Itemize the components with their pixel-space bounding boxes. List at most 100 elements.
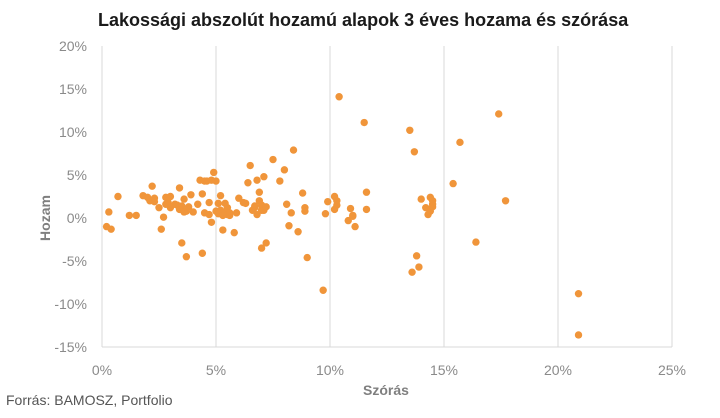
y-tick-label-2: -5% bbox=[62, 253, 87, 269]
data-point-85 bbox=[287, 209, 295, 217]
data-point-68 bbox=[251, 202, 259, 210]
data-point-70 bbox=[253, 176, 261, 184]
data-point-65 bbox=[246, 161, 254, 170]
data-point-80 bbox=[269, 155, 277, 164]
data-point-29 bbox=[182, 253, 191, 261]
data-point-24 bbox=[178, 239, 186, 247]
data-point-27 bbox=[180, 195, 188, 203]
data-point-4 bbox=[125, 211, 134, 220]
data-point-42 bbox=[207, 218, 216, 226]
data-point-101 bbox=[346, 204, 355, 213]
data-point-110 bbox=[410, 148, 419, 156]
y-tick-label-1: -10% bbox=[54, 296, 87, 312]
data-point-63 bbox=[241, 199, 250, 208]
grid-lines bbox=[101, 46, 673, 348]
data-point-19 bbox=[166, 192, 175, 201]
x-axis-title: Szórás bbox=[363, 382, 409, 398]
data-point-87 bbox=[294, 228, 302, 236]
y-axis-title: Hozam bbox=[37, 195, 53, 241]
data-point-82 bbox=[280, 166, 289, 174]
x-axis-ticks: 0% 5% 10% 15% 20% 25% bbox=[92, 362, 686, 378]
chart-title: Lakossági abszolút hozamú alapok 3 éves … bbox=[98, 10, 629, 30]
data-point-11 bbox=[150, 194, 159, 202]
x-tick-label-1: 5% bbox=[206, 362, 226, 378]
data-point-58 bbox=[225, 209, 234, 217]
data-point-14 bbox=[159, 213, 168, 221]
data-point-120 bbox=[428, 197, 437, 205]
data-point-75 bbox=[257, 244, 266, 252]
data-point-126 bbox=[574, 289, 583, 298]
data-point-98 bbox=[333, 201, 341, 209]
y-tick-label-0: -15% bbox=[54, 339, 87, 355]
data-point-9 bbox=[148, 182, 156, 190]
data-point-1 bbox=[105, 208, 113, 216]
x-tick-label-0: 0% bbox=[92, 362, 112, 378]
data-point-93 bbox=[321, 210, 330, 218]
data-point-125 bbox=[501, 197, 510, 205]
data-point-36 bbox=[198, 190, 207, 198]
data-point-121 bbox=[449, 179, 457, 188]
data-point-113 bbox=[417, 195, 425, 203]
data-point-33 bbox=[194, 200, 202, 208]
data-point-84 bbox=[285, 222, 293, 230]
data-point-3 bbox=[114, 192, 122, 201]
data-point-13 bbox=[157, 225, 165, 233]
data-point-72 bbox=[255, 188, 264, 196]
data-point-92 bbox=[319, 286, 327, 294]
data-point-107 bbox=[362, 205, 371, 214]
data-point-59 bbox=[230, 228, 238, 237]
data-point-76 bbox=[260, 173, 268, 181]
data-point-122 bbox=[456, 138, 464, 147]
data-point-108 bbox=[406, 126, 414, 134]
data-point-112 bbox=[415, 263, 423, 271]
data-point-2 bbox=[107, 225, 115, 233]
x-tick-label-3: 15% bbox=[430, 362, 458, 378]
data-point-127 bbox=[574, 331, 583, 339]
data-point-106 bbox=[362, 188, 371, 196]
x-tick-label-4: 20% bbox=[544, 362, 572, 378]
data-point-44 bbox=[210, 168, 218, 177]
y-tick-label-5: 10% bbox=[59, 124, 87, 140]
data-point-35 bbox=[198, 249, 207, 257]
data-point-30 bbox=[184, 203, 193, 211]
data-point-40 bbox=[205, 198, 213, 207]
data-point-104 bbox=[351, 222, 359, 231]
data-point-12 bbox=[155, 203, 163, 212]
data-point-83 bbox=[282, 200, 291, 208]
data-points bbox=[102, 93, 583, 339]
data-point-5 bbox=[132, 211, 140, 220]
data-point-41 bbox=[205, 210, 213, 219]
y-tick-label-7: 20% bbox=[59, 38, 87, 54]
data-point-78 bbox=[262, 203, 270, 211]
data-point-90 bbox=[301, 207, 309, 215]
data-point-31 bbox=[187, 191, 195, 199]
x-tick-label-2: 10% bbox=[316, 362, 344, 378]
x-tick-label-5: 25% bbox=[658, 362, 686, 378]
data-point-123 bbox=[472, 238, 480, 246]
data-point-81 bbox=[276, 177, 284, 185]
data-point-124 bbox=[495, 110, 503, 118]
y-tick-label-3: 0% bbox=[67, 210, 87, 226]
data-point-51 bbox=[219, 226, 227, 234]
data-point-25 bbox=[178, 202, 186, 210]
data-point-88 bbox=[298, 189, 307, 197]
data-point-103 bbox=[349, 212, 357, 220]
data-point-47 bbox=[214, 199, 222, 208]
y-axis-ticks: -15% -10% -5% 0% 5% 10% 15% 20% bbox=[54, 38, 87, 355]
data-point-99 bbox=[335, 93, 343, 101]
data-point-94 bbox=[324, 197, 332, 206]
y-tick-label-6: 15% bbox=[59, 81, 87, 97]
data-point-60 bbox=[232, 209, 241, 217]
source-note: Forrás: BAMOSZ, Portfolio bbox=[6, 392, 173, 408]
data-point-64 bbox=[244, 179, 252, 187]
data-point-79 bbox=[262, 239, 270, 247]
data-point-111 bbox=[412, 252, 421, 260]
data-point-23 bbox=[175, 184, 184, 192]
data-point-86 bbox=[289, 146, 298, 154]
data-point-109 bbox=[408, 268, 416, 276]
y-tick-label-4: 5% bbox=[67, 167, 87, 183]
data-point-50 bbox=[216, 191, 225, 200]
data-point-91 bbox=[303, 253, 311, 262]
data-point-105 bbox=[360, 118, 368, 127]
